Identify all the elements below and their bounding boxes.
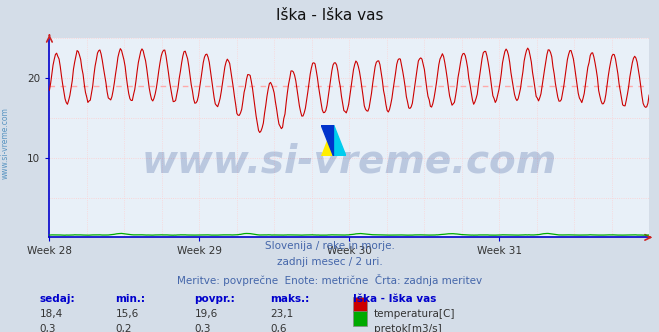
Text: temperatura[C]: temperatura[C] [374, 309, 455, 319]
Polygon shape [321, 124, 333, 156]
Text: 0,3: 0,3 [194, 324, 211, 332]
Text: 18,4: 18,4 [40, 309, 63, 319]
Text: zadnji mesec / 2 uri.: zadnji mesec / 2 uri. [277, 257, 382, 267]
Text: Iška - Iška vas: Iška - Iška vas [275, 8, 384, 23]
Text: 23,1: 23,1 [270, 309, 293, 319]
Text: pretok[m3/s]: pretok[m3/s] [374, 324, 442, 332]
Text: 0,2: 0,2 [115, 324, 132, 332]
Text: 0,3: 0,3 [40, 324, 56, 332]
Text: 0,6: 0,6 [270, 324, 287, 332]
Text: min.:: min.: [115, 294, 146, 304]
Text: Meritve: povprečne  Enote: metrične  Črta: zadnja meritev: Meritve: povprečne Enote: metrične Črta:… [177, 274, 482, 286]
Text: Slovenija / reke in morje.: Slovenija / reke in morje. [264, 241, 395, 251]
Text: 15,6: 15,6 [115, 309, 138, 319]
Text: sedaj:: sedaj: [40, 294, 75, 304]
Text: maks.:: maks.: [270, 294, 310, 304]
Text: www.si-vreme.com: www.si-vreme.com [142, 143, 557, 181]
Text: Iška - Iška vas: Iška - Iška vas [353, 294, 436, 304]
Text: povpr.:: povpr.: [194, 294, 235, 304]
Text: www.si-vreme.com: www.si-vreme.com [1, 107, 10, 179]
Text: 19,6: 19,6 [194, 309, 217, 319]
Polygon shape [321, 124, 333, 156]
Polygon shape [333, 124, 346, 156]
